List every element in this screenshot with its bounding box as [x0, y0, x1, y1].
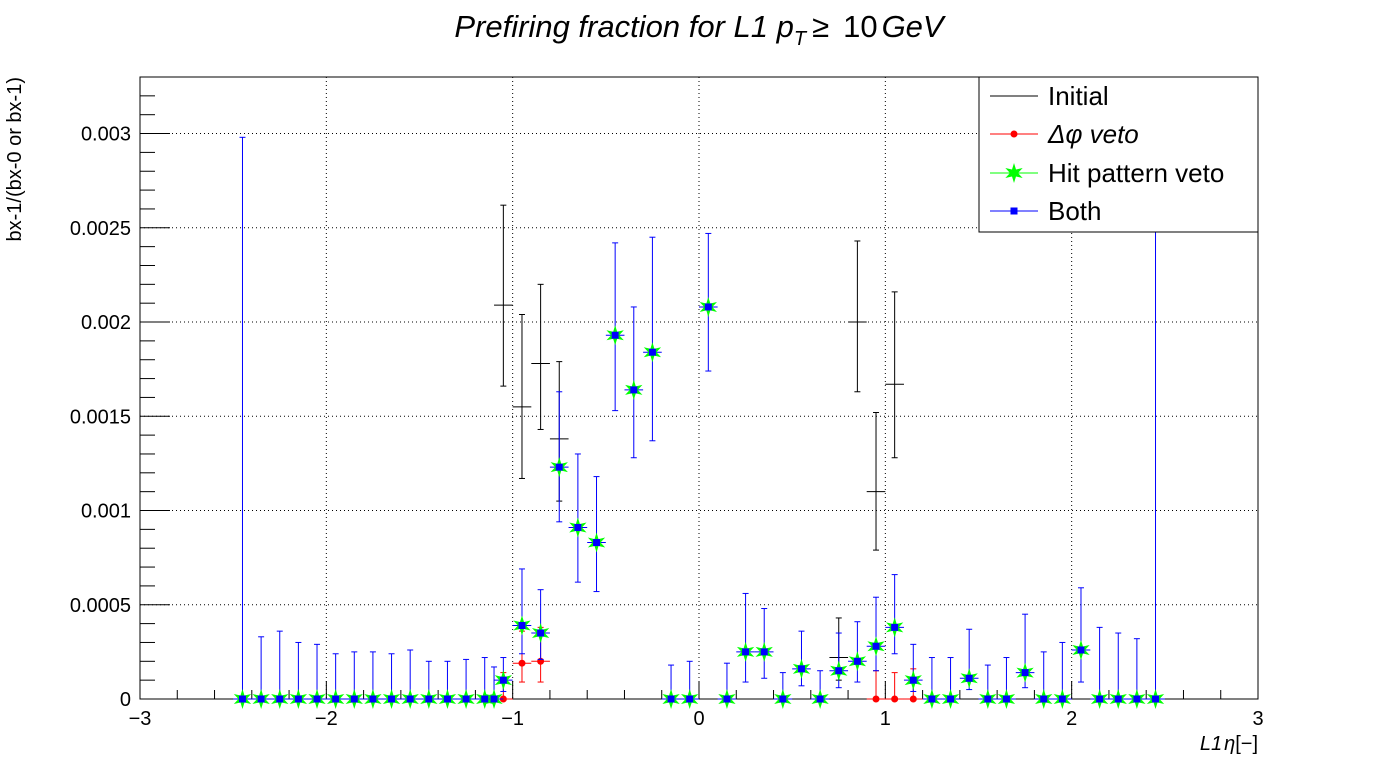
title-sub: T	[794, 28, 808, 50]
both-marker	[462, 695, 470, 703]
legend-entry-hit-pattern-veto: Hit pattern veto	[990, 158, 1224, 188]
both-marker	[1040, 695, 1048, 703]
title-unit: GeV	[882, 9, 947, 44]
x-tick-label: 3	[1252, 708, 1263, 730]
both-marker	[928, 695, 936, 703]
both-marker	[1133, 695, 1141, 703]
both-marker	[388, 695, 396, 703]
both-marker	[816, 695, 824, 703]
both-marker	[686, 695, 694, 703]
both-marker	[425, 695, 433, 703]
title-prefix: Prefiring fraction for	[454, 9, 733, 44]
both-marker	[1021, 669, 1029, 677]
title-var: L1 p	[734, 9, 794, 44]
both-marker	[667, 695, 675, 703]
both-marker	[294, 695, 302, 703]
axis-ticks	[139, 76, 1259, 700]
both-marker	[1002, 695, 1010, 703]
legend-initial-label: Initial	[1048, 81, 1109, 111]
both-marker	[909, 676, 917, 684]
x-axis-title-suffix: [−]	[1235, 733, 1258, 755]
both-marker	[704, 303, 712, 311]
y-tick-label: 0.0015	[70, 406, 131, 428]
x-tick-label: −2	[315, 708, 338, 730]
legend-dphi-label: Δφ veto	[1047, 119, 1139, 149]
both-marker	[490, 695, 498, 703]
both-marker	[630, 386, 638, 394]
both-marker	[332, 695, 340, 703]
both-marker	[797, 665, 805, 673]
x-tick-label: −3	[129, 708, 152, 730]
x-tick-label: −1	[501, 708, 524, 730]
both-marker	[648, 348, 656, 356]
both-marker	[238, 695, 246, 703]
y-tick-labels: 0 0.0005 0.001 0.0015 0.002 0.0025 0.003	[70, 124, 131, 711]
y-tick-label: 0.002	[81, 312, 131, 334]
both-marker	[779, 695, 787, 703]
both-marker	[1058, 695, 1066, 703]
both-marker	[835, 667, 843, 675]
data-points	[233, 136, 1165, 709]
x-tick-labels: −3 −2 −1 0 1 2 3	[129, 708, 1264, 730]
x-axis-title-prefix: L1	[1200, 733, 1222, 755]
legend-entry-both: Both	[990, 196, 1102, 226]
chart-title: Prefiring fraction for L1 pT ≥10 GeV	[454, 9, 947, 50]
legend-both-label: Both	[1048, 196, 1102, 226]
y-tick-label: 0.0025	[70, 218, 131, 240]
both-marker	[853, 657, 861, 665]
both-marker	[742, 648, 750, 656]
both-marker	[1152, 695, 1160, 703]
both-marker	[555, 463, 563, 471]
legend-entry-dphi-veto: Δφ veto	[990, 119, 1139, 149]
both-marker	[276, 695, 284, 703]
x-tick-label: 1	[880, 708, 891, 730]
both-marker	[499, 676, 507, 684]
both-marker	[1114, 695, 1122, 703]
legend-entry-initial: Initial	[990, 81, 1109, 111]
legend-hit-label: Hit pattern veto	[1048, 158, 1224, 188]
both-marker	[443, 695, 451, 703]
both-marker	[965, 674, 973, 682]
dphi-marker	[518, 659, 526, 667]
dphi-marker	[891, 695, 899, 703]
both-marker	[313, 695, 321, 703]
x-tick-label: 2	[1066, 708, 1077, 730]
legend-box	[978, 76, 1259, 233]
y-tick-label: 0.001	[81, 501, 131, 523]
both-marker	[872, 642, 880, 650]
both-marker	[947, 695, 955, 703]
y-tick-label: 0.003	[81, 124, 131, 146]
x-axis-title: L1 η[−]	[1200, 733, 1258, 755]
both-marker	[984, 695, 992, 703]
both-marker	[350, 695, 358, 703]
both-marker	[406, 695, 414, 703]
y-tick-label: 0.0005	[70, 595, 131, 617]
both-marker	[518, 621, 526, 629]
both-marker	[481, 695, 489, 703]
both-marker	[537, 629, 545, 637]
both-marker	[760, 648, 768, 656]
legend-hit-marker	[1005, 163, 1023, 183]
legend-both-marker	[1010, 207, 1018, 215]
title-rel: ≥	[812, 9, 829, 44]
both-marker	[593, 539, 601, 547]
y-axis-title: bx-1/(bx-0 or bx-1)	[4, 77, 26, 242]
legend: Initial Δφ veto Hit pattern veto Both	[978, 76, 1259, 233]
dphi-marker	[909, 695, 917, 703]
x-axis-title-sym: η	[1224, 733, 1235, 755]
both-marker	[257, 695, 265, 703]
both-marker	[723, 695, 731, 703]
title-num: 10	[843, 9, 877, 44]
both-marker	[611, 331, 619, 339]
y-tick-label: 0	[120, 689, 131, 711]
both-marker	[574, 523, 582, 531]
both-marker	[369, 695, 377, 703]
both-marker	[891, 623, 899, 631]
legend-dphi-marker	[1010, 130, 1018, 138]
dphi-marker	[872, 695, 880, 703]
x-tick-label: 0	[693, 708, 704, 730]
both-marker	[1077, 646, 1085, 654]
both-marker	[1096, 695, 1104, 703]
